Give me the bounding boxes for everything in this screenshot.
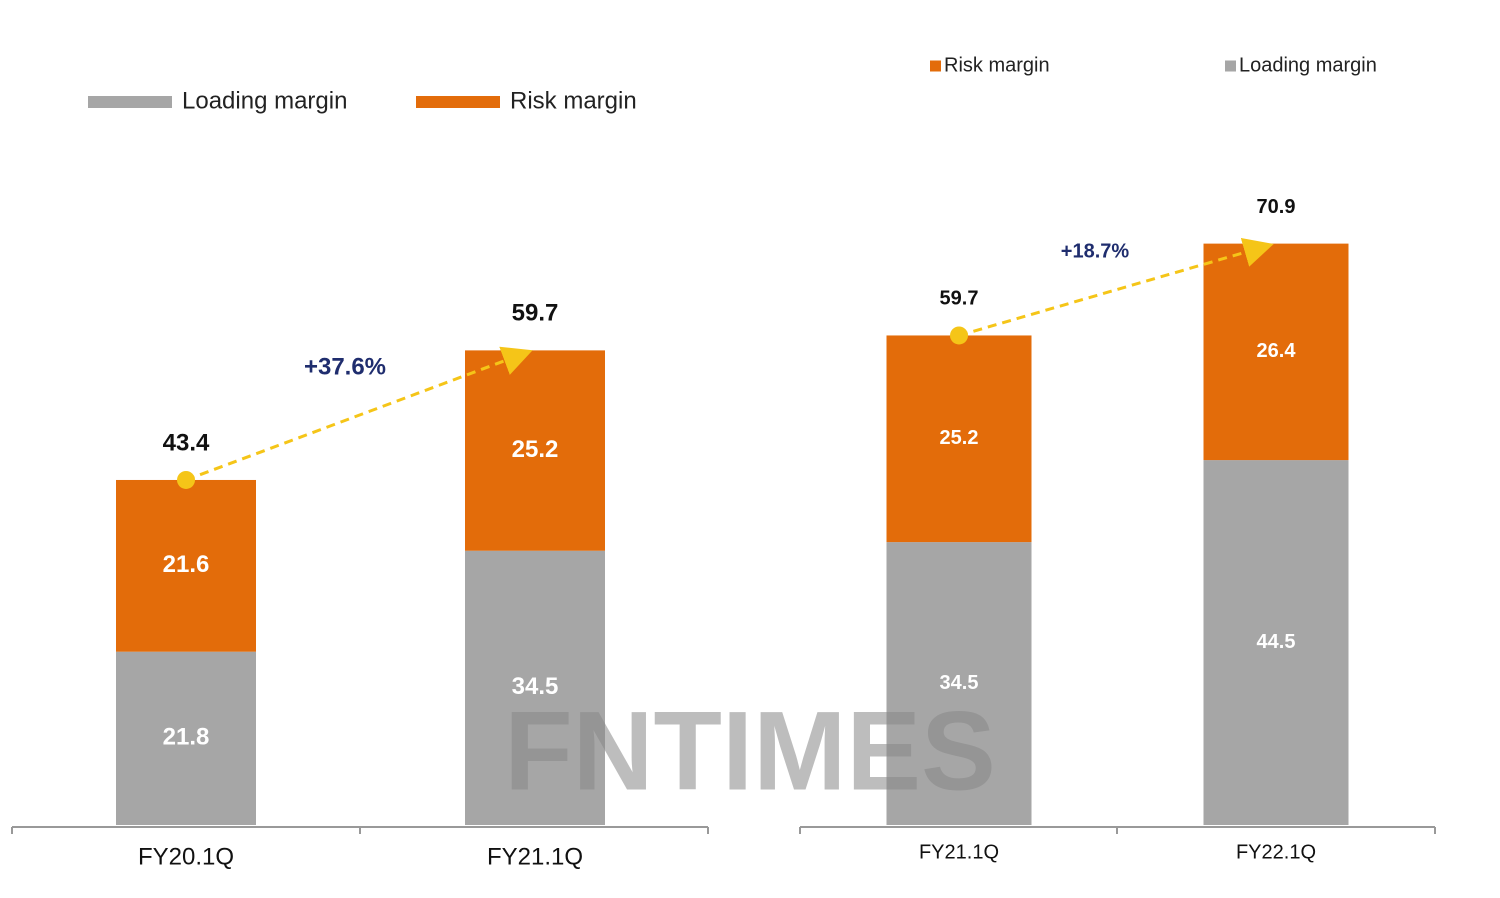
legend-label: Risk margin: [510, 87, 637, 114]
total-label: 59.7: [512, 300, 559, 327]
total-label: 70.9: [1257, 196, 1296, 218]
growth-annotation: +18.7%: [1061, 240, 1130, 262]
value-label: 26.4: [1257, 340, 1297, 362]
growth-arrow: [185, 346, 533, 482]
value-label: 44.5: [1257, 631, 1296, 653]
growth-arrow: [958, 237, 1274, 337]
total-label: 43.4: [163, 429, 210, 456]
watermark: FNTIMES: [504, 689, 996, 814]
value-label: 34.5: [940, 672, 979, 694]
legend-label: Risk margin: [944, 54, 1050, 76]
x-tick-label: FY20.1Q: [138, 843, 234, 870]
x-tick-label: FY22.1Q: [1236, 841, 1316, 863]
x-tick-label: FY21.1Q: [487, 843, 583, 870]
value-label: 21.6: [163, 551, 210, 578]
value-label: 25.2: [940, 427, 979, 449]
legend-label: Loading margin: [182, 87, 347, 114]
legend-swatch: [930, 60, 941, 72]
value-label: 25.2: [512, 436, 559, 463]
bar-segment: [116, 479, 256, 652]
bar-segment: [465, 350, 605, 551]
bar-segment: [1203, 243, 1349, 461]
legend-swatch: [88, 96, 172, 108]
legend-label: Loading margin: [1239, 54, 1377, 76]
legend-swatch: [416, 96, 500, 108]
bar-segment: [1203, 460, 1349, 825]
value-label: 34.5: [512, 673, 559, 700]
growth-annotation: +37.6%: [304, 353, 386, 380]
legend-swatch: [1225, 60, 1236, 72]
growth-dot: [950, 326, 968, 345]
bar-segment: [465, 550, 605, 825]
bar-segment: [116, 651, 256, 825]
bar-segment: [886, 335, 1032, 543]
value-label: 21.8: [163, 724, 210, 751]
bar-segment: [886, 542, 1032, 825]
x-tick-label: FY21.1Q: [919, 841, 999, 863]
growth-dot: [177, 470, 195, 489]
total-label: 59.7: [940, 288, 979, 310]
